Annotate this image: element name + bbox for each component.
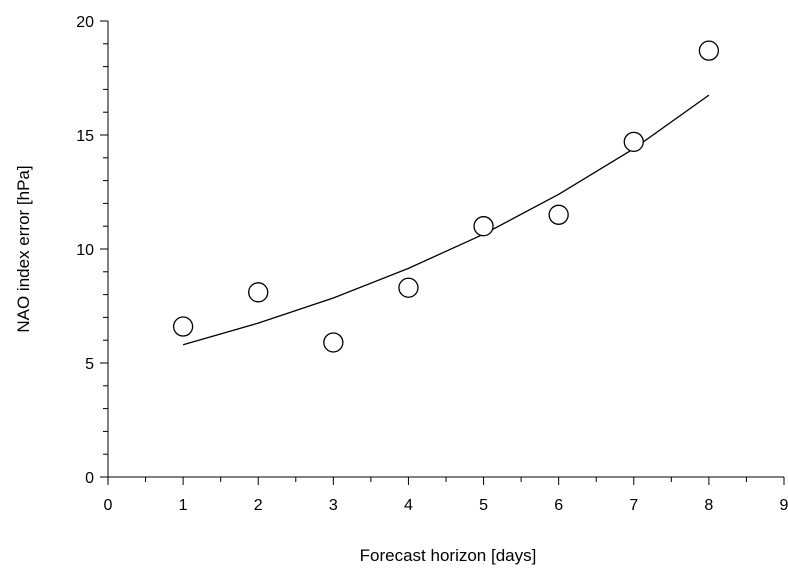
x-tick-label: 1 <box>179 497 188 514</box>
data-point <box>548 204 569 225</box>
x-tick-label: 6 <box>554 497 563 514</box>
x-tick-label: 8 <box>704 497 713 514</box>
y-axis-title: NAO index error [hPa] <box>14 165 33 332</box>
data-point <box>473 216 494 237</box>
points-layer <box>172 40 720 353</box>
x-tick-label: 7 <box>629 497 638 514</box>
y-tick-label: 15 <box>76 128 94 145</box>
x-tick-label: 2 <box>254 497 263 514</box>
x-tick-label: 0 <box>104 497 113 514</box>
y-ticks: 0 5 10 15 20 <box>76 14 108 487</box>
y-tick-label: 20 <box>76 14 94 31</box>
y-tick-label: 5 <box>85 356 94 373</box>
x-ticks: 0 1 2 3 4 5 6 7 8 9 <box>104 477 788 514</box>
y-tick-label: 10 <box>76 242 94 259</box>
x-tick-label: 5 <box>479 497 488 514</box>
data-point <box>323 332 344 353</box>
data-point <box>698 40 720 61</box>
fit-curve-layer <box>182 94 710 346</box>
data-point <box>623 131 644 152</box>
axes <box>107 21 784 478</box>
x-tick-label: 3 <box>329 497 338 514</box>
data-point <box>248 282 269 303</box>
data-point <box>172 316 194 337</box>
x-tick-label: 9 <box>780 497 788 514</box>
x-axis-title: Forecast horizon [days] <box>360 546 537 565</box>
fit-curve <box>182 94 710 346</box>
data-point <box>398 277 419 298</box>
x-tick-label: 4 <box>404 497 413 514</box>
y-tick-label: 0 <box>85 470 94 487</box>
